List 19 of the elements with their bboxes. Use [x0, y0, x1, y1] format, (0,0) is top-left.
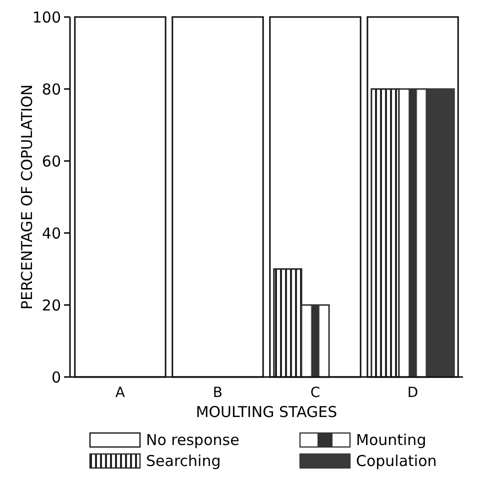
bar — [300, 304, 330, 378]
x-tick-label: D — [407, 385, 418, 401]
y-tick-label: 80 — [42, 80, 61, 98]
x-tick-label: B — [212, 385, 223, 401]
y-tick-label: 40 — [42, 224, 61, 242]
bar — [273, 268, 302, 378]
x-axis-title: MOULTING STAGES — [196, 403, 338, 421]
legend-label: Mounting — [356, 431, 426, 449]
y-axis-title: PERCENTAGE OF COPULATION — [18, 84, 36, 310]
x-tick-label: C — [310, 385, 320, 401]
y-tick-label: 100 — [32, 8, 61, 26]
y-tick-label: 20 — [42, 296, 61, 314]
x-tick-label: A — [115, 385, 126, 401]
y-tick-label: 60 — [42, 152, 61, 170]
legend-label: No response — [146, 431, 240, 449]
legend-label: Searching — [146, 452, 221, 470]
bar — [370, 88, 400, 378]
y-tick-label: 0 — [51, 368, 61, 386]
legend-label: Copulation — [356, 452, 437, 470]
